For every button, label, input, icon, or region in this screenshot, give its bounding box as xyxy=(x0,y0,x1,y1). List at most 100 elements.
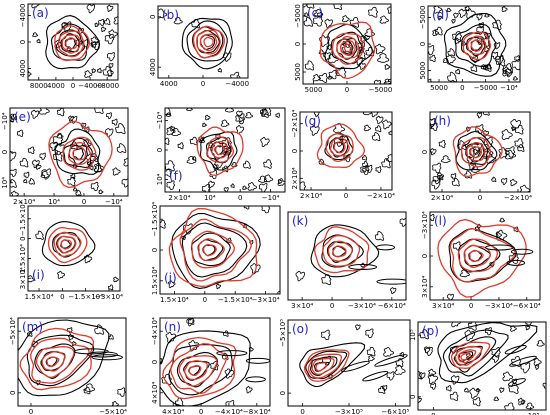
y-tick-label: −3×10⁴ xyxy=(421,211,429,239)
noise-contour xyxy=(377,53,390,63)
panel-frame xyxy=(17,317,127,407)
noise-contour xyxy=(430,383,437,390)
x-tick-label: 2×10⁴ xyxy=(431,194,453,202)
y-tick-label: 0 xyxy=(151,248,159,252)
noise-contour xyxy=(446,54,456,65)
model-contour xyxy=(462,31,492,61)
noise-contour xyxy=(10,168,17,178)
panel-h: 2×10⁴ 0 −2×10⁴ 0 (h) xyxy=(421,111,532,202)
model-contour xyxy=(469,146,483,159)
model-contour xyxy=(35,346,75,379)
panel-label: (m) xyxy=(22,320,43,334)
noise-contour xyxy=(107,284,114,291)
noise-contour xyxy=(323,52,331,61)
observed-contour xyxy=(171,212,261,289)
noise-contour xyxy=(224,108,235,113)
noise-contour xyxy=(108,334,114,340)
noise-contour xyxy=(166,180,176,190)
noise-contour xyxy=(11,190,19,196)
observed-contour xyxy=(326,241,354,263)
model-contour xyxy=(333,141,346,154)
x-tick-label: −2×10⁴ xyxy=(367,192,395,200)
noise-contour xyxy=(514,55,520,62)
noise-contour xyxy=(360,262,366,268)
noise-contour xyxy=(504,146,516,158)
panel-frame xyxy=(417,321,547,411)
noise-contour xyxy=(367,355,375,362)
x-tick-label: −3×10⁴ xyxy=(485,302,513,310)
noise-contour xyxy=(68,115,74,122)
model-contour xyxy=(168,207,258,288)
noise-contour xyxy=(370,112,379,118)
noise-contour xyxy=(508,382,519,394)
noise-contour xyxy=(312,15,324,27)
noise-contour xyxy=(303,12,310,17)
noise-contour xyxy=(536,339,545,347)
streak-contour xyxy=(484,244,514,251)
x-tick-label: 0 xyxy=(344,192,348,200)
noise-contour xyxy=(440,155,451,164)
x-tick-label: 5000 xyxy=(430,84,448,92)
model-contour xyxy=(198,238,225,262)
panel-contours xyxy=(428,6,520,82)
noise-contour xyxy=(447,48,456,57)
model-contour xyxy=(72,146,87,161)
observed-contour xyxy=(50,23,89,61)
panel-label: (l) xyxy=(434,214,447,228)
streak-contour xyxy=(91,354,123,361)
observed-contour xyxy=(333,141,345,154)
observed-contour xyxy=(18,319,110,397)
noise-contour xyxy=(500,177,508,186)
noise-contour xyxy=(464,329,475,342)
y-tick-label: 5000 xyxy=(419,62,427,80)
x-tick-label: 2×10⁴ xyxy=(300,192,322,200)
noise-contour xyxy=(258,182,268,192)
panel-b: 4000 0 −4000 0 4000 (b) xyxy=(149,5,249,88)
noise-contour xyxy=(362,112,372,116)
noise-contour xyxy=(245,386,253,394)
y-tick-label: −2×10⁴ xyxy=(291,110,299,138)
panel-contours xyxy=(160,318,270,406)
noise-contour xyxy=(384,64,391,70)
y-tick-label: 4000 xyxy=(19,60,27,78)
panel-contours xyxy=(299,324,408,394)
y-tick-label: 4000 xyxy=(149,58,157,76)
noise-contour xyxy=(116,143,127,154)
noise-contour xyxy=(10,150,17,162)
noise-contour xyxy=(362,167,367,173)
noise-contour xyxy=(491,176,497,182)
noise-contour xyxy=(499,217,505,223)
x-tick-label: 4000 xyxy=(47,82,65,90)
streak-contour xyxy=(341,360,370,373)
model-contour xyxy=(58,30,85,58)
x-tick-label: 0 xyxy=(29,408,33,415)
model-contour xyxy=(449,228,516,283)
model-contour xyxy=(457,349,477,364)
noise-contour xyxy=(476,387,481,393)
x-tick-label: 10⁴ xyxy=(204,194,216,202)
noise-contour xyxy=(165,112,172,117)
noise-contour xyxy=(533,357,542,366)
noise-contour xyxy=(467,322,478,331)
noise-contour xyxy=(158,8,168,19)
noise-contour xyxy=(247,182,258,191)
streak-contour xyxy=(245,376,266,383)
model-contour xyxy=(67,141,92,165)
x-tick-label: 4000 xyxy=(160,80,178,88)
noise-contour xyxy=(502,371,513,382)
noise-contour xyxy=(483,136,494,148)
model-contour xyxy=(316,123,366,169)
panel-label: (b) xyxy=(162,8,179,22)
noise-contour xyxy=(446,293,454,300)
streak-contour xyxy=(509,355,537,367)
x-tick-label: 5000 xyxy=(305,86,323,94)
noise-contour xyxy=(491,51,499,60)
noise-contour xyxy=(183,223,193,235)
observed-contour xyxy=(41,221,96,267)
y-tick-label: 0 xyxy=(1,150,9,154)
noise-contour xyxy=(191,18,200,29)
noise-contour xyxy=(303,16,314,27)
noise-contour xyxy=(57,270,66,279)
noise-contour xyxy=(106,112,112,120)
panel-contours xyxy=(18,319,126,406)
